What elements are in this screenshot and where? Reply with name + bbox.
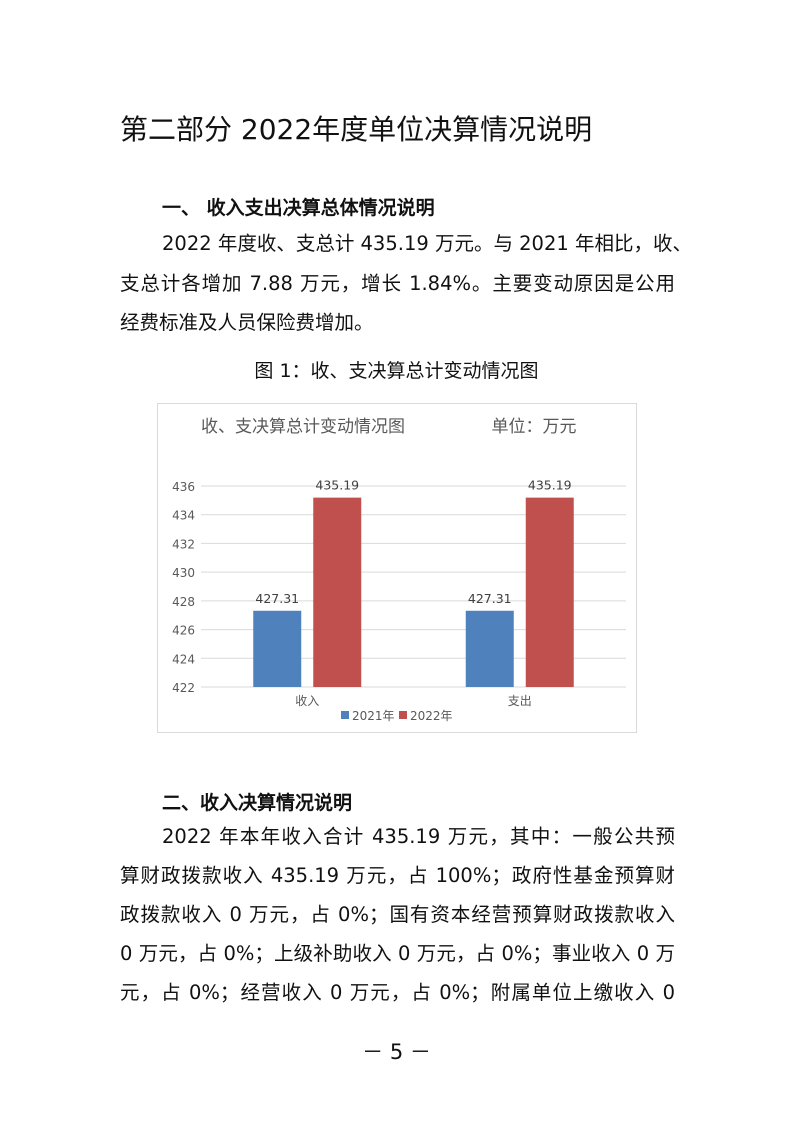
paragraph-line: 0 万元，占 0%；上级补助收入 0 万元，占 0%；事业收入 0 万 <box>120 942 675 965</box>
y-tick-label: 434 <box>172 509 195 523</box>
paragraph-line: 2022 年本年收入合计 435.19 万元，其中：一般公共预 <box>162 825 675 848</box>
y-tick-label: 424 <box>172 652 195 666</box>
legend-label: 2021年 <box>352 709 395 723</box>
bar-2021年 <box>253 610 302 687</box>
legend-swatch <box>341 711 349 719</box>
section-heading-1: 一、 收入支出决算总体情况说明 <box>162 197 435 219</box>
data-label: 435.19 <box>315 478 359 493</box>
paragraph-line: 政拨款收入 0 万元，占 0%；国有资本经营预算财政拨款收入 <box>120 903 675 926</box>
section-heading-2: 二、收入决算情况说明 <box>162 792 353 814</box>
chart-unit-label: 单位：万元 <box>492 417 577 437</box>
y-tick-label: 428 <box>172 595 195 609</box>
paragraph-line: 元，占 0%；经营收入 0 万元，占 0%；附属单位上缴收入 0 <box>120 981 675 1004</box>
paragraph-line: 经费标准及人员保险费增加。 <box>120 311 374 334</box>
x-tick-label: 收入 <box>295 694 319 708</box>
bar-2022年 <box>313 497 362 687</box>
bar-2022年 <box>525 497 574 687</box>
bar-2021年 <box>465 610 514 687</box>
x-tick-label: 支出 <box>508 694 532 708</box>
y-tick-label: 432 <box>172 537 195 551</box>
paragraph-line: 2022 年度收、支总计 435.19 万元。与 2021 年相比，收、 <box>162 232 692 255</box>
bar-chart: 收、支决算总计变动情况图 单位：万元 422 424 426 428 430 432 434… <box>157 403 637 733</box>
data-label: 427.31 <box>255 591 299 606</box>
page-number: － 5 － <box>362 1040 431 1064</box>
y-tick-label: 436 <box>172 480 195 494</box>
y-tick-label: 430 <box>172 566 195 580</box>
y-tick-label: 426 <box>172 624 195 638</box>
legend-swatch <box>399 711 407 719</box>
chart-title: 收、支决算总计变动情况图 <box>201 417 405 437</box>
legend-label: 2022年 <box>410 709 453 723</box>
page-title: 第二部分 2022年度单位决算情况说明 <box>120 113 593 146</box>
data-label: 435.19 <box>528 478 572 493</box>
y-tick-label: 422 <box>172 681 195 695</box>
figure-caption: 图 1：收、支决算总计变动情况图 <box>254 360 539 382</box>
paragraph-line: 算财政拨款收入 435.19 万元，占 100%；政府性基金预算财 <box>120 864 675 887</box>
data-label: 427.31 <box>468 591 512 606</box>
paragraph-line: 支总计各增加 7.88 万元，增长 1.84%。主要变动原因是公用 <box>120 272 675 295</box>
chart-canvas: 收、支决算总计变动情况图 单位：万元 422 424 426 428 430 432 434… <box>172 417 626 723</box>
